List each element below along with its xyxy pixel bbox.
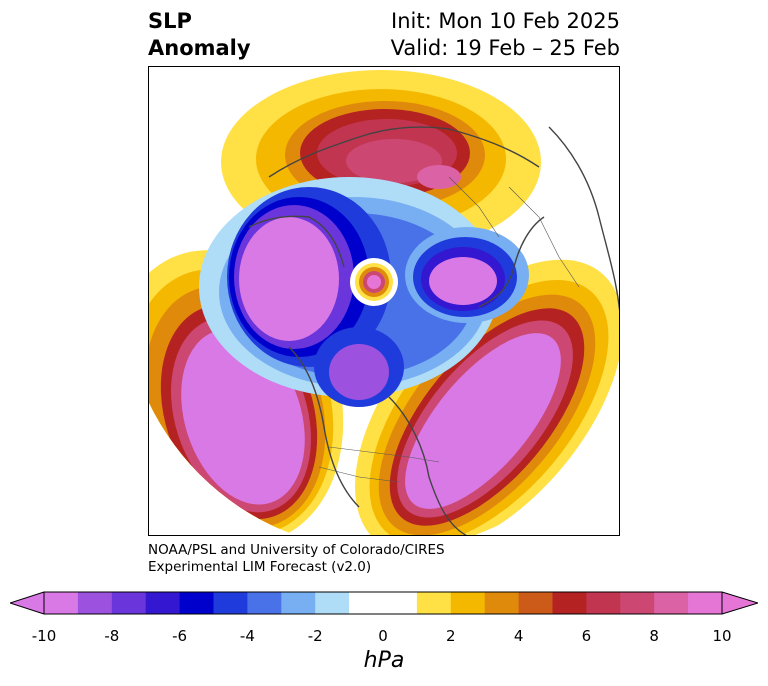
colorbar-segment xyxy=(688,592,723,614)
map-title: SLP Anomaly xyxy=(148,8,251,62)
colorbar-tick-label: -10 xyxy=(31,627,57,645)
colorbar-arrow-right xyxy=(722,592,758,614)
colorbar-segment xyxy=(620,592,655,614)
colorbar-segment xyxy=(44,592,79,614)
colorbar-units: hPa xyxy=(363,648,405,673)
colorbar-segment xyxy=(145,592,181,614)
colorbar-tick-label: -2 xyxy=(307,627,323,645)
colorbar-segment xyxy=(349,592,384,614)
colorbar-segment xyxy=(552,592,587,614)
colorbar-tick-label: 10 xyxy=(712,627,732,645)
colorbar-segment xyxy=(213,592,248,614)
colorbar-tick-label: 4 xyxy=(513,627,524,645)
credit-text: NOAA/PSL and University of Colorado/CIRE… xyxy=(148,542,445,576)
colorbar xyxy=(10,591,758,615)
colorbar-segment xyxy=(247,592,282,614)
colorbar-tick-label: 6 xyxy=(581,627,592,645)
colorbar-segment xyxy=(416,592,452,614)
borders xyxy=(318,176,580,483)
valid-range: Valid: 19 Feb – 25 Feb xyxy=(390,36,620,60)
colorbar-segment xyxy=(383,592,418,614)
colorbar-tick-label: 2 xyxy=(446,627,456,645)
colorbar-segment xyxy=(111,592,147,614)
init-date: Init: Mon 10 Feb 2025 xyxy=(391,9,620,33)
colorbar-tick-label: -8 xyxy=(104,627,120,645)
colorbar-segment xyxy=(654,592,689,614)
forecast-dates: Init: Mon 10 Feb 2025 Valid: 19 Feb – 25… xyxy=(391,8,620,62)
colorbar-segment xyxy=(518,592,553,614)
colorbar-segment xyxy=(281,592,316,614)
colorbar-tick-label: -4 xyxy=(239,627,255,645)
colorbar-segment xyxy=(450,592,486,614)
colorbar-segment xyxy=(315,592,350,614)
title-line-2: Anomaly xyxy=(148,36,251,60)
colorbar-tick-label: 8 xyxy=(649,627,659,645)
colorbar-arrow-left xyxy=(10,592,44,614)
coastlines xyxy=(248,126,619,535)
positive-anomaly-pole xyxy=(350,258,398,306)
colorbar-tick-label: 0 xyxy=(378,627,388,645)
title-line-1: SLP xyxy=(148,9,192,33)
credit-line-2: Experimental LIM Forecast (v2.0) xyxy=(148,559,372,575)
colorbar-segment xyxy=(484,592,520,614)
anomaly-map xyxy=(148,66,620,536)
colorbar-tick-label: -6 xyxy=(172,627,188,645)
anomaly-map-svg xyxy=(149,70,619,535)
colorbar-segment xyxy=(586,592,621,614)
colorbar-segment xyxy=(179,592,214,614)
colorbar-segment xyxy=(77,592,113,614)
negative-anomaly-europe xyxy=(405,227,529,323)
credit-line-1: NOAA/PSL and University of Colorado/CIRE… xyxy=(148,542,445,558)
